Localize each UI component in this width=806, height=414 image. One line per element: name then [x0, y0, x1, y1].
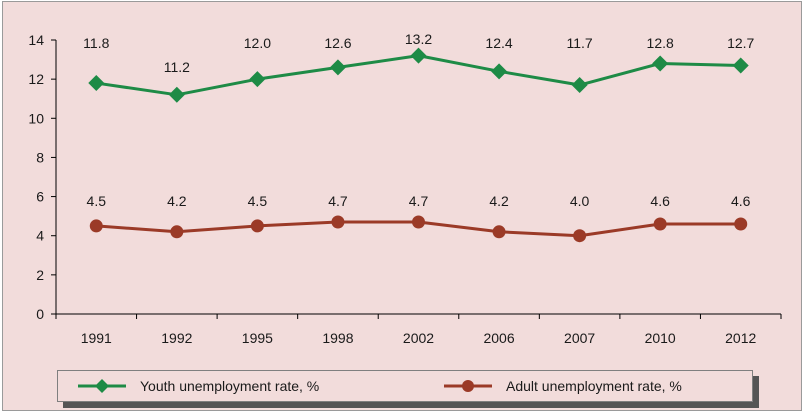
x-tick-label: 1995	[242, 330, 273, 346]
x-tick-label: 1991	[81, 330, 112, 346]
data-point-diamond	[168, 86, 185, 103]
legend-swatch-circle-icon	[444, 380, 492, 392]
data-point-circle	[734, 217, 748, 231]
data-label: 11.8	[83, 35, 109, 51]
y-tick-label: 2	[36, 267, 44, 283]
y-tick-label: 4	[36, 228, 44, 244]
data-label: 12.6	[324, 35, 351, 51]
y-tick-label: 6	[36, 189, 44, 205]
data-point-diamond	[88, 75, 105, 92]
data-point-circle	[331, 215, 345, 229]
x-tick-label: 2002	[403, 330, 434, 346]
x-tick-label: 2010	[645, 330, 676, 346]
y-tick-label: 8	[36, 149, 44, 165]
data-point-diamond	[571, 77, 588, 94]
line-chart: 0 2 4 6 8 10 12 14 1991 1992 1995 1998 2002 2006 2007 2…	[28, 31, 782, 346]
y-tick-label: 0	[36, 306, 44, 322]
data-point-circle	[250, 219, 264, 233]
data-label: 11.2	[164, 59, 190, 75]
legend-circle-icon	[462, 380, 474, 392]
data-label: 4.5	[87, 193, 107, 209]
x-tick-label: 1992	[161, 330, 192, 346]
legend-label-youth: Youth unemployment rate, %	[140, 378, 320, 394]
data-point-circle	[653, 217, 667, 231]
data-point-diamond	[732, 57, 749, 74]
data-point-diamond	[249, 71, 266, 88]
data-point-diamond	[329, 59, 346, 76]
data-label: 4.7	[328, 193, 348, 209]
data-label: 4.2	[167, 193, 187, 209]
y-tick-label: 14	[28, 32, 44, 48]
x-tick-label: 2007	[564, 330, 595, 346]
data-label: 4.6	[650, 193, 670, 209]
data-label: 12.7	[727, 35, 754, 51]
data-point-diamond	[491, 63, 508, 80]
legend-swatch-diamond-icon	[78, 379, 126, 393]
data-point-circle	[89, 219, 103, 233]
data-point-diamond	[652, 55, 669, 72]
data-point-circle	[492, 225, 506, 239]
data-label: 11.7	[567, 35, 593, 51]
legend-item-youth: Youth unemployment rate, %	[76, 371, 376, 401]
legend-diamond-icon	[95, 379, 109, 393]
legend-item-adult: Adult unemployment rate, %	[442, 371, 742, 401]
data-label: 4.5	[248, 193, 268, 209]
x-tick-label: 2012	[725, 330, 756, 346]
y-tick-label: 10	[28, 110, 44, 126]
data-label: 4.6	[731, 193, 751, 209]
legend: Youth unemployment rate, % Adult unemplo…	[57, 370, 753, 402]
data-point-diamond	[410, 47, 427, 64]
data-label: 4.2	[489, 193, 509, 209]
legend-label-adult: Adult unemployment rate, %	[506, 378, 682, 394]
data-point-circle	[412, 215, 425, 229]
y-tick-label: 12	[28, 71, 44, 87]
data-point-circle	[573, 229, 587, 243]
data-label: 4.0	[570, 193, 590, 209]
data-label: 13.2	[405, 31, 432, 47]
data-point-circle	[170, 225, 184, 239]
x-tick-label: 1998	[322, 330, 353, 346]
data-label: 12.0	[244, 35, 271, 51]
data-label: 4.7	[409, 193, 429, 209]
x-tick-label: 2006	[483, 330, 514, 346]
data-label: 12.8	[647, 35, 674, 51]
data-label: 12.4	[485, 35, 512, 51]
